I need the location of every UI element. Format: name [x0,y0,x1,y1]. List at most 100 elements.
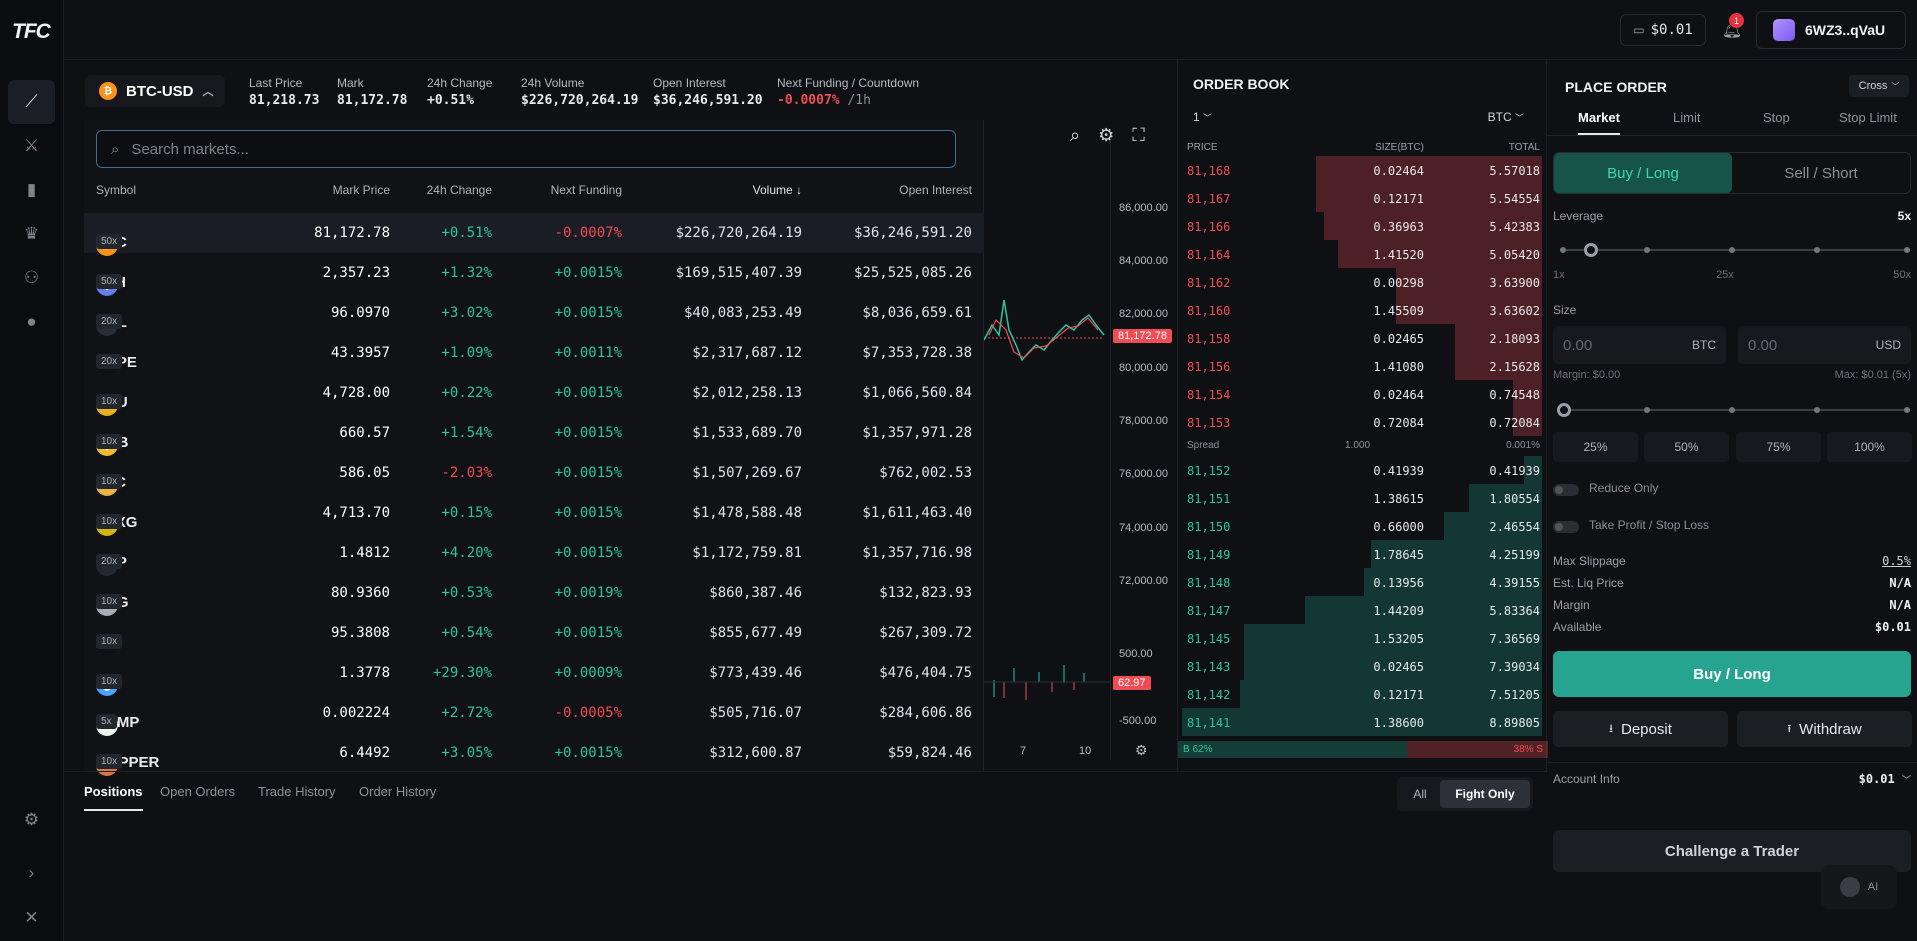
bid-row[interactable]: 81,149 1.78645 4.25199 [1178,540,1548,568]
volume-cell: $169,515,407.39 [675,265,802,281]
search-input[interactable] [131,140,912,158]
pct-25-button[interactable]: 25% [1553,432,1638,462]
size-slider[interactable] [1557,403,1910,417]
leverage-slider[interactable] [1560,243,1910,257]
tab-positions[interactable]: Positions [84,784,143,811]
market-row-hype[interactable]: ∞HYPE20x43.3957+1.09%+0.0011%$2,317,687.… [84,333,984,376]
ask-row[interactable]: 81,162 0.00298 3.63900 [1178,268,1548,296]
slider-handle[interactable] [1584,243,1598,257]
margin-text: Margin: $0.00 [1553,369,1621,381]
app-logo[interactable]: TFC [12,20,51,43]
tab-open-orders[interactable]: Open Orders [160,784,236,799]
filter-all[interactable]: All [1413,787,1427,801]
change-cell: +2.72% [441,705,492,721]
col-symbol[interactable]: Symbol [96,183,137,197]
market-row-paxg[interactable]: ○PAXG10x4,713.70+0.15%+0.0015%$1,478,588… [84,493,984,536]
bid-row[interactable]: 81,148 0.13956 4.39155 [1178,568,1548,596]
market-row-xag[interactable]: ▰XAG10x80.9360+0.53%+0.0019%$860,387.46$… [84,573,984,616]
account-info-value: $0.01 ﹀ [1859,772,1911,786]
bid-row[interactable]: 81,150 0.66000 2.46554 [1178,512,1548,540]
trophy-icon[interactable]: ♛ [23,224,40,243]
tab-stop-limit[interactable]: Stop Limit [1839,110,1897,125]
tpsl-toggle[interactable] [1553,521,1579,533]
market-row-sol[interactable]: ≡SOL20x96.0970+3.02%+0.0015%$40,083,253.… [84,293,984,336]
market-selector[interactable]: ₿ BTC-USD ︿ [85,75,225,107]
max-slippage-value[interactable]: 0.5% [1882,554,1911,568]
market-row-zec[interactable]: ZZEC10x586.05-2.03%+0.0015%$1,507,269.67… [84,453,984,496]
market-row-pump[interactable]: ⬭PUMP5x0.002224+2.72%-0.0005%$505,716.07… [84,693,984,736]
users-icon[interactable]: ⚇ [23,268,40,287]
bid-row[interactable]: 81,151 1.38615 1.80554 [1178,484,1548,512]
withdraw-button[interactable]: ⭱ Withdraw [1737,711,1912,747]
unit-select[interactable]: BTC ﹀ [1488,110,1524,124]
filter-fight-only[interactable]: Fight Only [1440,780,1530,808]
zoom-icon[interactable]: ⌕ [1070,125,1081,145]
fullscreen-icon[interactable]: ⛶ [1132,125,1145,145]
group-select[interactable]: 1 ﹀ [1193,110,1212,124]
search-box[interactable]: ⌕ [96,130,956,168]
pct-50-button[interactable]: 50% [1644,432,1729,462]
close-icon[interactable]: ✕ [24,908,39,927]
market-row-bnb[interactable]: ◈BNB10x660.57+1.54%+0.0015%$1,533,689.70… [84,413,984,456]
market-row-cl[interactable]: ●CL10x95.3808+0.54%+0.0015%$855,677.49$2… [84,613,984,656]
ask-row[interactable]: 81,166 0.36963 5.42383 [1178,212,1548,240]
reduce-only-toggle[interactable] [1553,484,1579,496]
ask-row[interactable]: 81,168 0.02464 5.57018 [1178,156,1548,184]
tab-order-history[interactable]: Order History [359,784,437,799]
slider-handle[interactable] [1557,403,1571,417]
col-mark-price[interactable]: Mark Price [332,183,390,197]
sell-short-tab[interactable]: Sell / Short [1784,164,1858,182]
bid-row[interactable]: 81,141 1.38600 8.89805 [1178,708,1548,736]
bid-row[interactable]: 81,147 1.44209 5.83364 [1178,596,1548,624]
market-row-xau[interactable]: ▰XAU10x4,728.00+0.22%+0.0015%$2,012,258.… [84,373,984,416]
col-open-interest[interactable]: Open Interest [899,183,972,197]
ask-row[interactable]: 81,164 1.41520 5.05420 [1178,240,1548,268]
bid-row[interactable]: 81,143 0.02465 7.39034 [1178,652,1548,680]
market-row-btc[interactable]: ₿BTC50x81,172.78+0.51%-0.0007%$226,720,2… [84,213,984,256]
tab-limit[interactable]: Limit [1673,110,1701,125]
settings-icon[interactable]: ⚙ [23,810,40,829]
bid-row[interactable]: 81,145 1.53205 7.36569 [1178,624,1548,652]
btc-icon: ₿ [99,82,117,100]
bid-row[interactable]: 81,142 0.12171 7.51205 [1178,680,1548,708]
ask-row[interactable]: 81,154 0.02464 0.74548 [1178,380,1548,408]
pct-100-button[interactable]: 100% [1827,432,1912,462]
bid-row[interactable]: 81,152 0.41939 0.41939 [1178,456,1548,484]
buy-long-tab[interactable]: Buy / Long [1554,153,1732,193]
ask-row[interactable]: 81,167 0.12171 5.54554 [1178,184,1548,212]
size-usd-field[interactable]: 0.00 USD [1738,326,1911,364]
col-volume[interactable]: Volume ↓ [752,183,802,197]
chart-settings-icon[interactable]: ⚙ [1135,742,1148,758]
market-row-sui[interactable]: ◍SUI10x1.3778+29.30%+0.0009%$773,439.46$… [84,653,984,696]
market-row-eth[interactable]: ◆ETH50x2,357.23+1.32%+0.0015%$169,515,40… [84,253,984,296]
ask-row[interactable]: 81,156 1.41080 2.15628 [1178,352,1548,380]
swords-icon[interactable]: ⚔ [23,136,40,155]
withdraw-label: Withdraw [1799,720,1862,738]
pct-75-button[interactable]: 75% [1736,432,1821,462]
market-row-xrp[interactable]: ✕XRP20x1.4812+4.20%+0.0015%$1,172,759.81… [84,533,984,576]
mark-price-cell: 1.3778 [339,665,390,681]
margin-mode-select[interactable]: Cross ﹀ [1849,75,1909,97]
chevron-right-icon[interactable]: › [28,863,35,882]
ai-assistant-button[interactable]: AI [1821,865,1897,909]
ask-row[interactable]: 81,153 0.72084 0.72084 [1178,408,1548,436]
ask-row[interactable]: 81,160 1.45509 3.63602 [1178,296,1548,324]
challenge-trader-button[interactable]: Challenge a Trader [1553,830,1911,872]
submit-buy-button[interactable]: Buy / Long [1553,651,1911,697]
bar-chart-icon[interactable]: ▮ [26,180,37,199]
account-info-row[interactable]: Account Info $0.01 ﹀ [1553,772,1911,786]
tab-trade-history[interactable]: Trade History [258,784,336,799]
col-next-funding[interactable]: Next Funding [550,183,622,197]
deposit-button[interactable]: ⭳ Deposit [1553,711,1728,747]
wallet-balance-button[interactable]: ▭ $0.01 [1620,14,1706,46]
user-icon[interactable]: ● [26,312,37,331]
price-chart[interactable] [64,120,1177,771]
ask-row[interactable]: 81,158 0.02465 2.18093 [1178,324,1548,352]
col-24h-change[interactable]: 24h Change [426,183,492,197]
market-row-copper[interactable]: ▰COPPER10x6.4492+3.05%+0.0015%$312,600.8… [84,733,984,776]
account-button[interactable]: 6WZ3..qVaU [1756,11,1906,49]
tab-market[interactable]: Market [1578,110,1620,135]
trade-chart-icon[interactable]: ⟋ [8,80,55,124]
size-btc-field[interactable]: 0.00 BTC [1553,326,1726,364]
tab-stop[interactable]: Stop [1763,110,1790,125]
